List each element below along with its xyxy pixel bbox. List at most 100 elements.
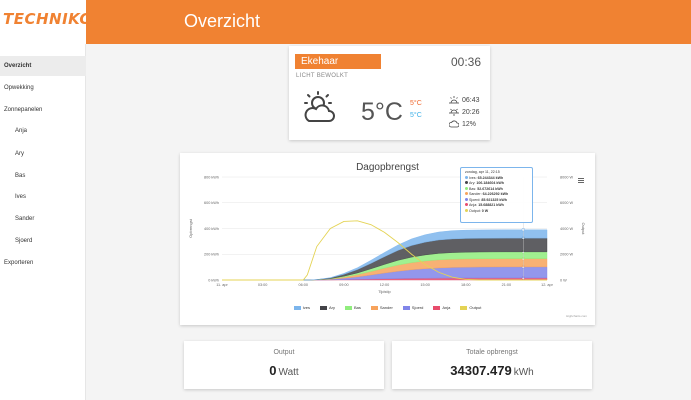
series-dot-icon — [465, 208, 468, 212]
series-line-output[interactable] — [222, 220, 547, 281]
sidebar-item-zonnepanelen[interactable]: Zonnepanelen — [4, 107, 43, 113]
legend-label: Bas — [353, 305, 361, 310]
hamburger-menu-icon[interactable] — [578, 178, 584, 183]
sunset-time: 20:26 — [462, 108, 480, 116]
cloud-icon — [449, 120, 459, 128]
sidebar-item-exporteren[interactable]: Exporteren — [4, 260, 34, 266]
top-bar: TECHNIKO Overzicht — [0, 0, 691, 44]
sidebar-item-bas[interactable]: Bas — [15, 173, 26, 179]
legend-label: Anja — [442, 305, 451, 310]
y2-tick-label: 8000 W — [560, 175, 574, 179]
sunrise-row: 06:43 — [449, 96, 480, 104]
output-card: Output 0 Watt — [184, 341, 384, 389]
series-area-ives[interactable] — [222, 229, 548, 281]
legend-item-anja[interactable]: Anja — [433, 305, 450, 310]
series-dot-icon — [465, 197, 468, 201]
sidebar-item-opwekking[interactable]: Opwekking — [4, 85, 34, 91]
series-dot-icon — [465, 181, 468, 184]
legend-item-ives[interactable]: Ives — [293, 305, 310, 310]
tooltip-series-value: 15.688821 kWh — [478, 203, 504, 207]
series-dot-icon — [465, 175, 468, 179]
temp-high: 5°C — [410, 100, 422, 107]
sidebar-item-ary[interactable]: Ary — [15, 151, 24, 157]
sidebar-item-anja[interactable]: Anja — [15, 128, 28, 134]
y2-tick-label: 6000 W — [560, 201, 574, 205]
x-tick-label: 09:00 — [339, 283, 349, 287]
chart-legend: Ives Ary Bas Sander Sjoerd Anja Output — [180, 305, 595, 310]
legend-item-sander[interactable]: Sander — [370, 305, 393, 310]
legend-swatch — [402, 305, 410, 310]
sidebar-item-sander[interactable]: Sander — [15, 216, 35, 222]
chart-credit[interactable]: Highcharts.com — [566, 314, 587, 318]
cloud-row: 12% — [449, 120, 476, 128]
legend-label: Ives — [302, 305, 310, 310]
location-badge: Ekehaar — [295, 54, 381, 69]
total-value: 34307.479 — [450, 363, 512, 378]
x-tick-label: 12:00 — [380, 283, 390, 287]
tooltip-series-value: 64.226292 kWh — [482, 192, 509, 196]
tooltip-row: Anja: 15.688821 kWh — [465, 203, 528, 209]
tooltip-series-value: 65.244344 kWh — [477, 175, 504, 180]
series-dot-icon — [465, 192, 468, 195]
output-label: Output — [273, 349, 295, 356]
sunset-row: 20:26 — [449, 108, 480, 116]
x-tick-label: 15:00 — [420, 283, 430, 287]
y-tick-label: 600 kWh — [204, 201, 219, 205]
y2-axis-label: Output — [581, 222, 586, 235]
x-tick-label: 21:00 — [502, 283, 512, 287]
legend-item-output[interactable]: Output — [460, 305, 481, 310]
tooltip-series-value: 0 W — [481, 208, 489, 213]
tooltip-series-value: 85.921325 kWh — [481, 197, 507, 202]
sidebar-item-overzicht[interactable]: Overzicht — [0, 56, 86, 76]
temperature: 5°C — [361, 98, 403, 126]
tooltip-row: Output: 0 W — [465, 208, 528, 215]
series-dot-icon — [465, 203, 468, 206]
daily-yield-chart: Dagopbrengst 0 kWh 200 kWh 400 kWh 600 kWh 8… — [180, 153, 595, 325]
y-tick-label: 800 kWh — [204, 175, 219, 179]
tooltip-series-name: Anja — [469, 203, 477, 207]
tooltip-series-name: Bas — [469, 186, 476, 191]
legend-swatch — [344, 305, 352, 310]
tooltip-series-name: Sander — [469, 192, 481, 196]
x-tick-label: 12. apr — [541, 283, 554, 287]
total-unit: kWh — [513, 367, 534, 378]
legend-item-bas[interactable]: Bas — [344, 305, 361, 310]
y-tick-label: 0 kWh — [208, 278, 219, 282]
sidebar-item-sjoerd[interactable]: Sjoerd — [15, 238, 33, 244]
y2-tick-label: 0 W — [560, 278, 567, 282]
weather-condition: LICHT BEWOLKT — [296, 73, 349, 79]
legend-label: Output — [469, 305, 482, 310]
y2-tick-label: 4000 W — [560, 227, 574, 231]
legend-swatch — [319, 305, 327, 310]
cloud-cover: 12% — [462, 120, 477, 128]
tooltip-row: Sjoerd: 85.921325 kWh — [465, 197, 528, 204]
tooltip-series-name: Output — [469, 208, 480, 213]
series-dot-icon — [465, 186, 468, 190]
total-yield-card: Totale opbrengst 34307.479 kWh — [392, 341, 592, 389]
legend-item-sjoerd[interactable]: Sjoerd — [402, 305, 423, 310]
y-axis-label: Opbrengst — [188, 218, 193, 238]
y-tick-label: 400 kWh — [204, 227, 219, 231]
legend-swatch — [370, 305, 378, 310]
output-value-row: 0 Watt — [184, 363, 384, 378]
tooltip-header: zondag, apr 11, 22:15 — [465, 170, 500, 174]
legend-swatch — [460, 305, 468, 310]
tooltip-row: Sander: 64.226292 kWh — [465, 192, 528, 198]
tooltip-series-name: Ives — [469, 175, 476, 180]
y2-tick-label: 2000 W — [560, 253, 574, 257]
logo-area[interactable]: TECHNIKO — [0, 0, 92, 44]
tooltip-series-name: Sjoerd — [469, 197, 480, 202]
chart-plot[interactable]: 0 kWh 200 kWh 400 kWh 600 kWh 800 kWh 0 W 2000… — [180, 153, 595, 325]
page-title: Overzicht — [184, 11, 261, 31]
logo: TECHNIKO — [3, 10, 93, 28]
partly-cloudy-icon — [301, 90, 337, 131]
chart-tooltip: zondag, apr 11, 22:15 Ives: 65.244344 kWh… — [460, 167, 533, 223]
x-tick-label: 11. apr — [216, 283, 228, 287]
weather-time: 00:36 — [450, 55, 481, 69]
output-unit: Watt — [278, 367, 299, 378]
chart-title: Dagopbrengst — [356, 162, 419, 173]
legend-swatch — [293, 305, 301, 310]
sidebar-item-ives[interactable]: Ives — [15, 194, 27, 200]
legend-item-ary[interactable]: Ary — [319, 305, 335, 310]
tooltip-series-value: 52.672614 kWh — [477, 186, 503, 191]
